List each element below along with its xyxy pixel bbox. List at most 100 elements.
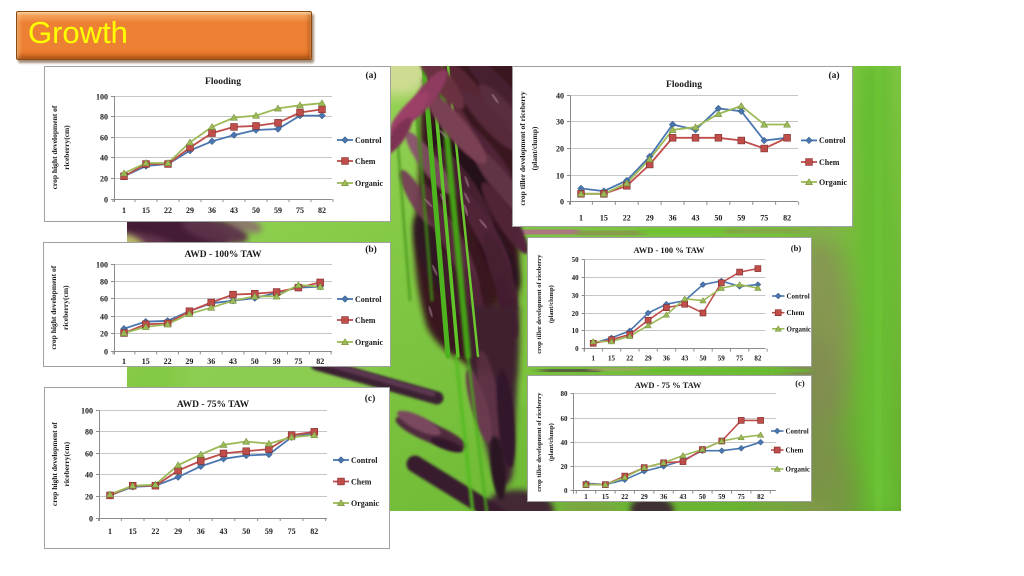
svg-text:59: 59 <box>274 206 282 215</box>
svg-text:82: 82 <box>754 355 762 363</box>
svg-text:Organic: Organic <box>355 338 383 347</box>
svg-text:22: 22 <box>151 527 159 536</box>
svg-text:0: 0 <box>564 487 568 495</box>
svg-text:40: 40 <box>100 153 108 162</box>
svg-text:1: 1 <box>122 357 126 366</box>
svg-text:50: 50 <box>242 527 250 536</box>
svg-text:59: 59 <box>737 214 745 223</box>
svg-text:20: 20 <box>100 329 108 338</box>
svg-text:AWD - 75 % TAW: AWD - 75 % TAW <box>635 380 702 390</box>
svg-text:(plant/clump): (plant/clump) <box>530 126 539 170</box>
svg-text:59: 59 <box>265 527 273 536</box>
svg-text:36: 36 <box>660 493 668 501</box>
svg-text:Organic: Organic <box>351 499 379 508</box>
svg-text:Control: Control <box>355 295 382 304</box>
svg-text:50: 50 <box>251 357 259 366</box>
svg-text:1: 1 <box>579 214 583 223</box>
svg-text:Organic: Organic <box>786 466 811 474</box>
svg-text:29: 29 <box>645 355 653 363</box>
svg-text:40: 40 <box>100 312 108 321</box>
svg-text:40: 40 <box>85 470 93 479</box>
svg-text:15: 15 <box>142 206 150 215</box>
svg-text:60: 60 <box>100 133 108 142</box>
svg-text:100: 100 <box>81 406 93 415</box>
svg-text:59: 59 <box>718 493 726 501</box>
svg-text:Control: Control <box>787 293 810 301</box>
svg-text:36: 36 <box>208 206 216 215</box>
svg-text:15: 15 <box>142 357 150 366</box>
svg-text:75: 75 <box>760 214 768 223</box>
svg-text:riceberry(cm): riceberry(cm) <box>62 441 71 486</box>
svg-text:(c): (c) <box>795 378 805 388</box>
svg-text:Control: Control <box>355 136 382 145</box>
svg-text:20: 20 <box>85 492 93 501</box>
svg-text:80: 80 <box>85 427 93 436</box>
svg-text:40: 40 <box>556 91 564 100</box>
svg-text:22: 22 <box>621 493 629 501</box>
svg-text:AWD - 100 % TAW: AWD - 100 % TAW <box>634 245 705 255</box>
svg-text:29: 29 <box>174 527 182 536</box>
svg-text:Chem: Chem <box>819 158 840 167</box>
svg-text:60: 60 <box>561 415 569 423</box>
svg-text:Chem: Chem <box>355 157 376 166</box>
svg-text:29: 29 <box>646 214 654 223</box>
svg-text:riceberry(cm): riceberry(cm) <box>62 125 71 170</box>
svg-text:40: 40 <box>572 274 580 282</box>
svg-text:(c): (c) <box>365 393 376 404</box>
svg-text:75: 75 <box>296 206 304 215</box>
svg-text:(a): (a) <box>828 70 839 81</box>
svg-text:36: 36 <box>669 214 677 223</box>
svg-text:Flooding: Flooding <box>666 80 702 90</box>
svg-text:20: 20 <box>556 144 564 153</box>
svg-text:59: 59 <box>718 355 726 363</box>
svg-text:Chem: Chem <box>786 447 804 455</box>
svg-text:0: 0 <box>575 345 579 353</box>
svg-text:Control: Control <box>819 136 846 145</box>
svg-text:82: 82 <box>318 206 326 215</box>
svg-text:75: 75 <box>288 527 296 536</box>
svg-text:43: 43 <box>681 355 689 363</box>
svg-text:82: 82 <box>316 357 324 366</box>
svg-text:75: 75 <box>738 493 746 501</box>
svg-text:crop tiller development of ric: crop tiller development of riceberry <box>518 91 527 206</box>
svg-text:crop hight development of: crop hight development of <box>50 422 59 506</box>
svg-text:15: 15 <box>600 214 608 223</box>
svg-text:0: 0 <box>560 197 564 206</box>
svg-text:Organic: Organic <box>787 325 812 333</box>
svg-text:30: 30 <box>572 292 580 300</box>
svg-text:75: 75 <box>294 357 302 366</box>
svg-text:(b): (b) <box>791 243 802 253</box>
svg-text:AWD - 75% TAW: AWD - 75% TAW <box>177 400 250 410</box>
svg-text:22: 22 <box>164 206 172 215</box>
svg-text:43: 43 <box>692 214 700 223</box>
svg-text:0: 0 <box>89 514 93 523</box>
svg-text:10: 10 <box>556 171 564 180</box>
svg-text:80: 80 <box>561 390 569 398</box>
svg-text:(b): (b) <box>365 244 377 255</box>
svg-text:1: 1 <box>584 493 588 501</box>
svg-text:40: 40 <box>561 439 569 447</box>
svg-text:15: 15 <box>608 355 616 363</box>
svg-text:Organic: Organic <box>819 178 847 187</box>
svg-text:crop tiller development of ric: crop tiller development of riceberry <box>536 392 543 492</box>
svg-text:29: 29 <box>186 206 194 215</box>
svg-text:43: 43 <box>220 527 228 536</box>
svg-text:Chem: Chem <box>787 309 805 317</box>
svg-text:43: 43 <box>229 357 237 366</box>
svg-text:43: 43 <box>230 206 238 215</box>
svg-text:(plant/clump): (plant/clump) <box>548 285 555 323</box>
svg-text:1: 1 <box>122 206 126 215</box>
svg-text:50: 50 <box>699 493 707 501</box>
svg-text:crop tiller development of ric: crop tiller development of riceberry <box>536 254 543 354</box>
svg-text:30: 30 <box>556 117 564 126</box>
svg-text:36: 36 <box>197 527 205 536</box>
svg-text:50: 50 <box>714 214 722 223</box>
svg-text:crop hight development of: crop hight development of <box>49 265 58 349</box>
svg-text:29: 29 <box>185 357 193 366</box>
svg-text:36: 36 <box>207 357 215 366</box>
svg-text:82: 82 <box>783 214 791 223</box>
svg-text:22: 22 <box>623 214 631 223</box>
svg-text:100: 100 <box>96 260 108 269</box>
svg-text:Chem: Chem <box>351 477 372 486</box>
svg-text:15: 15 <box>129 527 137 536</box>
